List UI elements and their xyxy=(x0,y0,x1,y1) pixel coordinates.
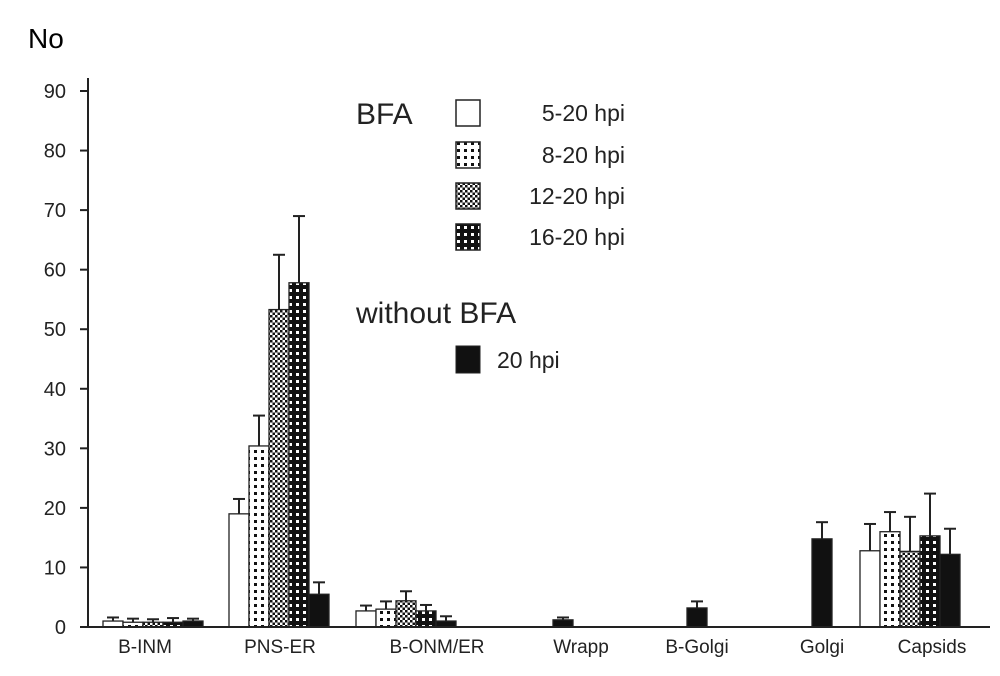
y-tick-label: 10 xyxy=(44,557,66,579)
y-tick-label: 80 xyxy=(44,141,66,163)
legend-group-title: without BFA xyxy=(355,297,516,330)
bar xyxy=(552,619,574,628)
legend: BFA 5-20 hpi 8-20 hpi 12-20 hpi 16-20 hpi wit… xyxy=(355,98,625,374)
legend-swatch xyxy=(455,345,481,374)
x-tick-label: B-INM xyxy=(118,637,172,658)
y-tick-label: 0 xyxy=(55,617,66,639)
y-tick-label: 60 xyxy=(44,260,66,282)
x-tick-label: B-Golgi xyxy=(665,637,728,658)
legend-group-title: BFA xyxy=(356,98,413,131)
bar xyxy=(859,550,881,628)
x-tick-label: B-ONM/ER xyxy=(390,637,485,658)
legend-label: 12-20 hpi xyxy=(529,183,625,209)
bar xyxy=(308,593,330,628)
legend-label: 8-20 hpi xyxy=(542,142,625,168)
legend-label: 20 hpi xyxy=(497,347,560,373)
bar xyxy=(811,538,833,628)
y-tick-label: 50 xyxy=(44,319,66,341)
bar xyxy=(686,607,708,628)
bar xyxy=(415,610,437,628)
legend-swatch xyxy=(455,223,481,251)
x-tick-label: Capsids xyxy=(898,637,967,658)
bar xyxy=(355,610,377,628)
y-tick-label: 70 xyxy=(44,200,66,222)
x-tick-label: Golgi xyxy=(800,637,844,658)
legend-label: 5-20 hpi xyxy=(542,100,625,126)
bar xyxy=(228,513,250,628)
bar xyxy=(268,308,290,628)
y-tick-label: 40 xyxy=(44,379,66,401)
bar xyxy=(288,282,310,628)
bar xyxy=(879,531,901,628)
y-axis-label: No xyxy=(28,23,64,54)
legend-swatch xyxy=(455,99,481,127)
bar xyxy=(375,608,397,628)
y-tick-label: 90 xyxy=(44,81,66,103)
x-tick-label: Wrapp xyxy=(553,637,609,658)
legend-swatch xyxy=(455,141,481,169)
y-tick-label: 30 xyxy=(44,438,66,460)
bar xyxy=(899,550,921,628)
legend-swatch xyxy=(455,182,481,210)
bar xyxy=(939,553,961,628)
bar xyxy=(248,445,270,628)
y-tick-label: 20 xyxy=(44,498,66,520)
x-tick-label: PNS-ER xyxy=(244,637,316,658)
bar xyxy=(395,600,417,628)
legend-label: 16-20 hpi xyxy=(529,224,625,250)
bar xyxy=(919,535,941,628)
